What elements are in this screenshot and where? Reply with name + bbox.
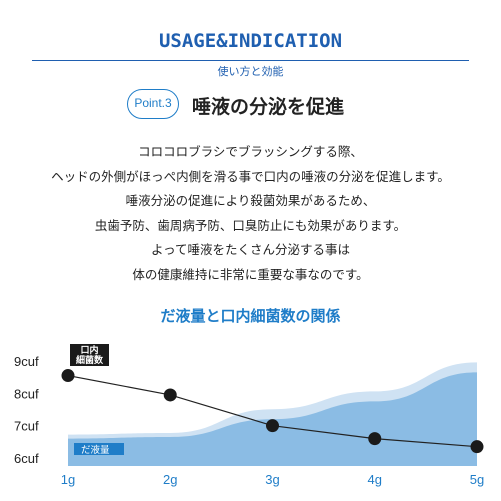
y-tick-label: 6cuf	[14, 451, 39, 466]
data-point	[368, 432, 382, 446]
x-tick-label: 3g	[265, 472, 279, 487]
data-point	[163, 388, 177, 402]
data-point	[266, 419, 279, 433]
point-badge: Point.3	[127, 89, 179, 119]
data-point	[470, 440, 484, 454]
legend-bacteria-label: 細菌数	[76, 354, 104, 366]
legend-bacteria-box	[70, 344, 109, 366]
body-line: ヘッドの外側がほっぺ内側を滑る事で口内の唾液の分泌を促進します。	[51, 168, 450, 184]
y-tick-label: 9cuf	[14, 354, 39, 369]
y-tick-label: 7cuf	[14, 419, 39, 434]
x-tick-label: 4g	[368, 472, 382, 487]
chart-title: だ液量と口内細菌数の関係	[160, 307, 341, 325]
body-line: よって唾液をたくさん分泌する事は	[150, 242, 350, 258]
header-title: USAGE&INDICATION	[158, 30, 343, 52]
point-title: 唾液の分泌を促進	[192, 96, 345, 118]
data-point	[61, 369, 75, 383]
header-subtitle: 使い方と効能	[217, 65, 284, 78]
header-divider	[32, 60, 469, 61]
y-tick-label: 8cuf	[14, 386, 39, 401]
x-tick-label: 2g	[163, 472, 177, 487]
body-text: コロコロブラシでブラッシングする際、 ヘッドの外側がほっぺ内側を滑る事で口内の唾…	[0, 140, 501, 288]
legend-saliva-box	[74, 443, 124, 455]
body-line: コロコロブラシでブラッシングする際、	[138, 144, 363, 159]
body-line: 体の健康維持に非常に重要な事なのです。	[132, 266, 369, 282]
legend-saliva-label: だ液量	[81, 444, 110, 456]
x-tick-label: 5g	[470, 472, 484, 487]
x-tick-label: 1g	[61, 472, 75, 487]
legend-bacteria-label: 口内	[80, 344, 98, 356]
body-line: 唾液分泌の促進により殺菌効果があるため、	[125, 193, 376, 209]
body-line: 虫歯予防、歯周病予防、口臭防止にも効果があります。	[94, 217, 407, 233]
